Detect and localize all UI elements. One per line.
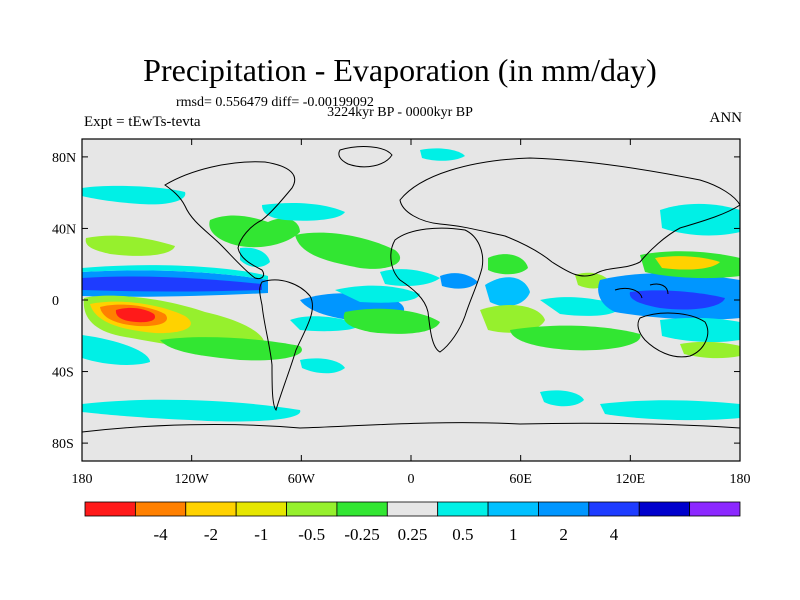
blue-arabian-sea [485, 277, 530, 307]
colorbar-swatch [538, 501, 590, 517]
lon-tick-label: 120E [616, 472, 646, 487]
lon-tick-label: 180 [730, 472, 751, 487]
season-label: ANN [709, 110, 743, 126]
colorbar-swatch [336, 501, 388, 517]
cyan-south-atlantic-high [300, 358, 345, 374]
coast-antarctica [81, 422, 741, 433]
plot-title: Precipitation - Evaporation (in mm/day) [143, 52, 657, 88]
cyan-north-atlantic [262, 202, 345, 221]
darkblue-pacific-itcz [82, 276, 262, 292]
colorbar-swatch [286, 501, 338, 517]
cyan-arctic [420, 148, 465, 161]
colorbar-label: -2 [204, 525, 218, 544]
cyan-southern-ocean-mid [540, 390, 584, 407]
colorbar-swatch [689, 501, 741, 517]
lat-tick-label: 40N [52, 222, 76, 237]
coast-south-america [259, 279, 313, 412]
green-gulf [209, 215, 300, 248]
lon-tick-label: 60W [288, 472, 316, 487]
darkblue-warm-pool [629, 290, 725, 310]
coastlines [81, 146, 741, 433]
cyan-south-pacific [660, 317, 740, 343]
cyan-sw-atlantic [290, 316, 360, 332]
lon-tick-label: 180 [72, 472, 93, 487]
yellow-nw-pacific [655, 256, 720, 270]
cyan-south-indian [540, 297, 620, 316]
field-layer [82, 139, 740, 461]
stats-label: rmsd= 0.556479 diff= -0.00199092 [176, 95, 374, 110]
colorbar-label: 0.5 [452, 525, 473, 544]
lon-tick-label: 0 [408, 472, 415, 487]
coast-north-america [164, 161, 296, 279]
colorbar-swatch [638, 501, 691, 517]
colorbar-swatch [588, 501, 640, 517]
colorbar-label: -4 [153, 525, 168, 544]
cyan-central-america [240, 247, 270, 268]
longitude-axis: 180 120W 60W 0 60E 120E 180 [72, 139, 751, 487]
colorbar-swatch [134, 501, 187, 517]
colorbar-label: -1 [254, 525, 268, 544]
colorbar-swatch [487, 501, 539, 517]
green-south-atlantic [343, 308, 440, 334]
colorbar-label: -0.25 [344, 525, 379, 544]
colorbar-label: 0.25 [398, 525, 428, 544]
coast-greenland [338, 146, 393, 168]
green-madagascar [480, 305, 545, 333]
colorbar-swatch [84, 501, 136, 517]
cyan-equatorial-atlantic [335, 285, 420, 303]
colorbar-swatch [185, 501, 237, 517]
colorbar-swatch [437, 501, 489, 517]
green-north-pacific [85, 235, 175, 256]
lat-tick-label: 80S [52, 437, 74, 452]
cyan-southern-ocean-west [82, 399, 301, 422]
colorbar-label: 4 [610, 525, 619, 544]
lat-tick-label: 80N [52, 151, 76, 166]
coast-africa [390, 227, 484, 353]
cyan-se-pacific [82, 335, 150, 365]
cyan-north-pacific [82, 185, 186, 205]
colorbar-label: 2 [559, 525, 568, 544]
south-pacific-dry-red [115, 307, 156, 323]
cyan-southern-ocean-east [600, 400, 740, 421]
green-subtropical-atlantic [295, 232, 401, 269]
coast-australia [637, 312, 709, 358]
colorbar-swatch [235, 501, 287, 517]
blue-central-africa [440, 273, 478, 289]
lon-tick-label: 120W [175, 472, 210, 487]
colorbar-label: 1 [509, 525, 518, 544]
lon-tick-label: 60E [509, 472, 532, 487]
lat-tick-label: 0 [52, 294, 59, 309]
lat-tick-label: 40S [52, 366, 74, 381]
cyan-kuroshio [660, 203, 740, 236]
south-pacific-green-band [160, 337, 302, 361]
period-label: 3224kyr BP - 0000kyr BP [327, 105, 473, 120]
coast-maritime-continent [614, 283, 669, 299]
coast-eurasia [399, 157, 741, 277]
experiment-label: Expt = tEwTs-tevta [84, 114, 201, 130]
latitude-axis: 80N 40N 0 40S 80S [52, 151, 740, 452]
colorbar-swatch [386, 501, 439, 517]
green-south-indian [510, 325, 641, 351]
cyan-pacific-edge [82, 265, 268, 280]
colorbar-label: -0.5 [298, 525, 325, 544]
green-arabia [488, 254, 528, 275]
colorbar: -4 -2 -1 -0.5 -0.25 0.25 0.5 1 2 4 [84, 501, 741, 544]
